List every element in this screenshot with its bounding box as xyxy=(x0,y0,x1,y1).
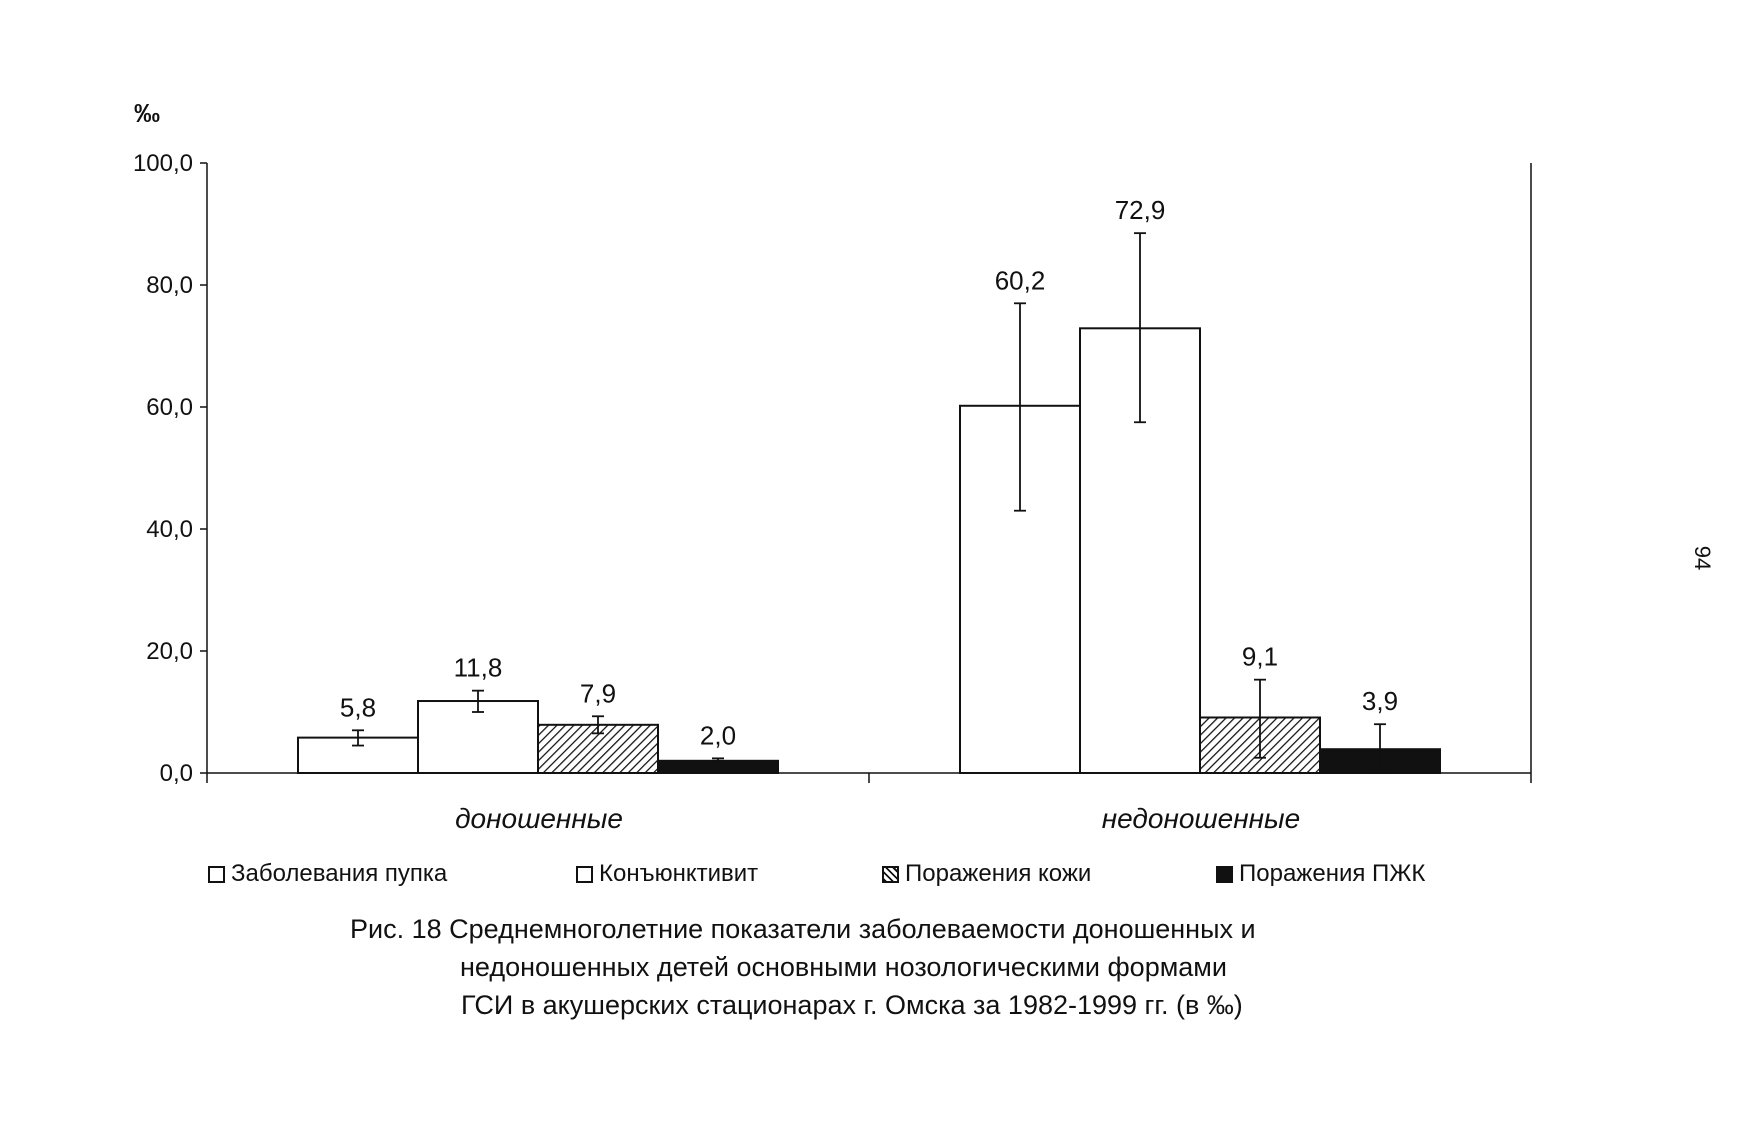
chart-labels: доношенные 5,8 11,8 7,9 2,0 недоношенные 60,2 7… xyxy=(340,195,1398,834)
data-label: 72,9 xyxy=(1115,195,1166,225)
x-category-label: недоношенные xyxy=(1102,803,1301,834)
data-label: 3,9 xyxy=(1362,686,1398,716)
legend-item: Поражения ПЖК xyxy=(1216,860,1425,888)
y-tick-label: 100,0 xyxy=(133,150,193,177)
data-label: 7,9 xyxy=(580,678,616,708)
caption-line-3: ГСИ в акушерских стационарах г. Омска за… xyxy=(461,990,1243,1020)
legend-label: Поражения ПЖК xyxy=(1239,860,1426,887)
data-label: 5,8 xyxy=(340,692,376,722)
y-tick-label: 0,0 xyxy=(160,760,193,787)
legend-item: Поражения кожи xyxy=(882,860,1091,888)
figure-caption: Рис. 18 Среднемноголетние показатели заб… xyxy=(350,910,1410,1024)
legend: Заболевания пупка Конъюнктивит Поражения… xyxy=(0,860,1745,894)
legend-swatch-white xyxy=(208,865,225,883)
y-tick-label: 40,0 xyxy=(146,516,193,543)
page-number: 94 xyxy=(1690,545,1716,571)
y-tick-label: 80,0 xyxy=(146,272,193,299)
y-axis-unit: ‰ xyxy=(134,98,160,128)
caption-line-1: Рис. 18 Среднемноголетние показатели заб… xyxy=(350,914,1256,944)
chart-bars xyxy=(297,327,1441,775)
data-label: 60,2 xyxy=(995,265,1046,295)
legend-label: Поражения кожи xyxy=(905,860,1092,887)
legend-label: Заболевания пупка xyxy=(231,860,448,887)
data-label: 11,8 xyxy=(454,653,503,683)
legend-swatch-hatched xyxy=(882,865,899,883)
data-label: 9,1 xyxy=(1242,642,1278,672)
data-label: 2,0 xyxy=(700,720,736,750)
y-tick-label: 60,0 xyxy=(146,394,193,421)
chart-error-bars xyxy=(352,232,1386,774)
legend-swatch-solid xyxy=(1216,865,1233,883)
caption-line-2: недоношенных детей основными нозологичес… xyxy=(460,952,1227,982)
legend-item: Конъюнктивит xyxy=(576,860,758,888)
legend-item: Заболевания пупка xyxy=(208,860,447,888)
y-tick-label: 20,0 xyxy=(146,638,193,665)
legend-swatch-white xyxy=(576,865,593,883)
legend-label: Конъюнктивит xyxy=(599,860,759,887)
x-category-label: доношенные xyxy=(455,803,623,834)
